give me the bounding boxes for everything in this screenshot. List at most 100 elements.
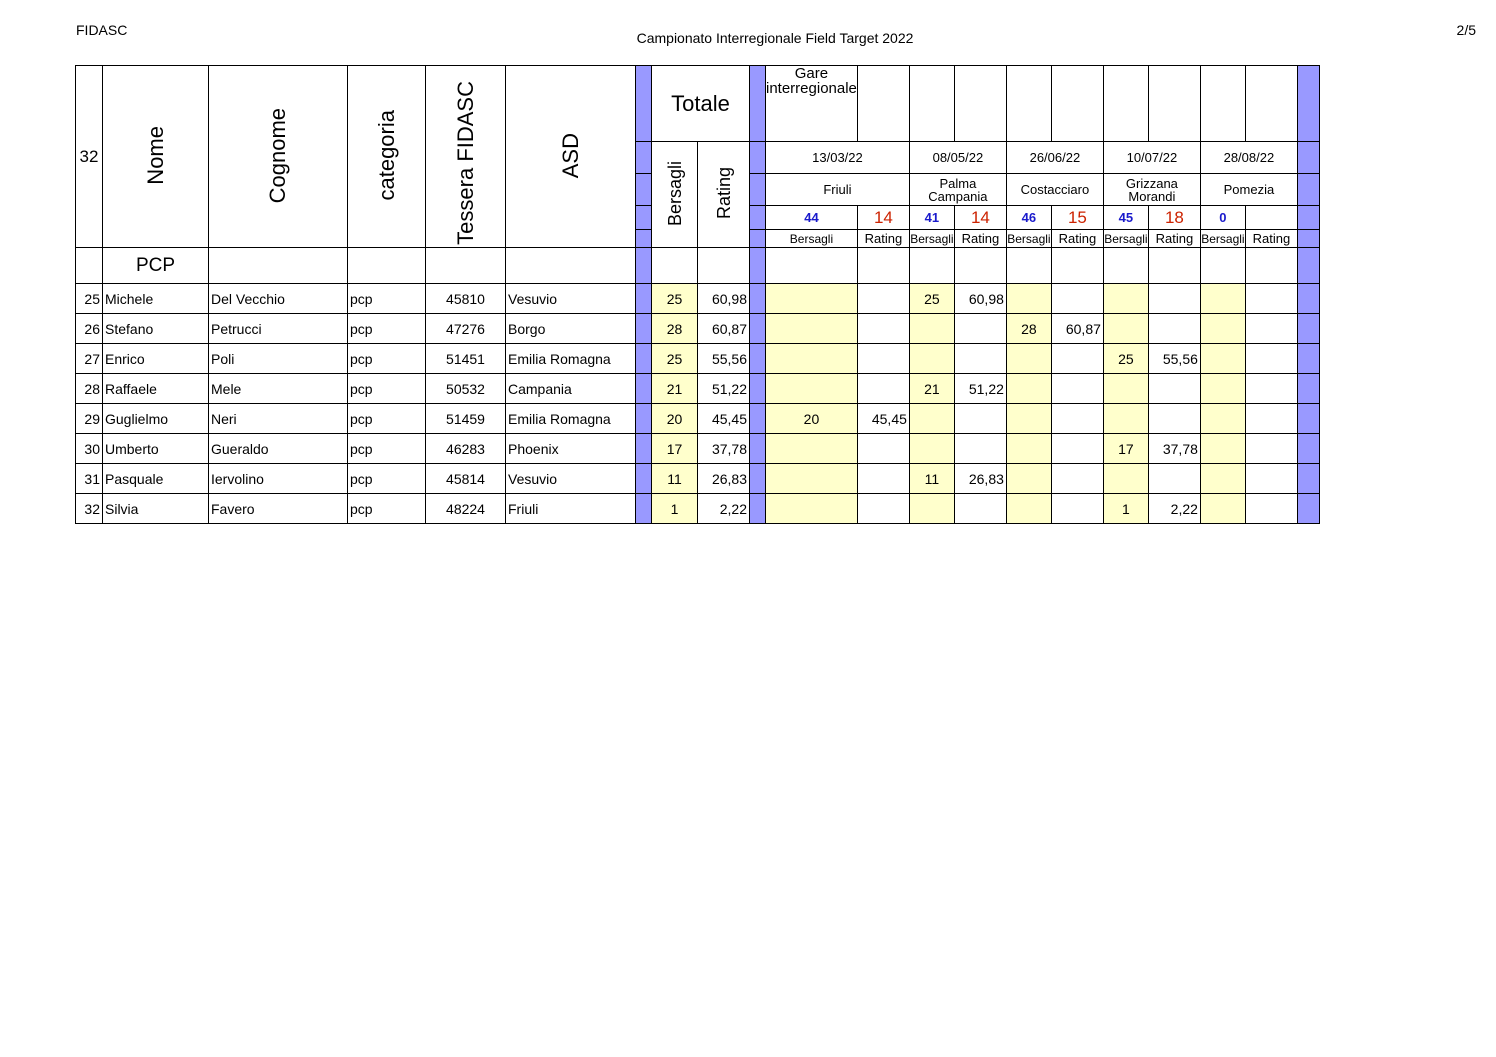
row-nome: Silvia <box>102 493 209 524</box>
row-asd: Campania <box>505 373 636 404</box>
row-categoria: pcp <box>347 373 426 404</box>
row-event-rating: 55,56 <box>1147 343 1201 374</box>
blue-separator <box>635 493 652 524</box>
row-position: 29 <box>75 403 103 434</box>
row-event-rating <box>856 373 910 404</box>
row-total-bersagli: 28 <box>651 313 698 344</box>
empty-cell <box>1102 65 1149 142</box>
empty-cell <box>765 247 858 284</box>
row-event-bersagli <box>908 343 955 374</box>
empty-cell <box>425 247 506 284</box>
row-event-rating <box>1147 463 1201 494</box>
row-categoria: pcp <box>347 463 426 494</box>
empty-cell <box>1147 247 1201 284</box>
row-event-bersagli <box>765 283 858 314</box>
row-event-rating <box>1050 433 1104 464</box>
row-event-bersagli <box>1102 403 1149 434</box>
row-tessera: 50532 <box>425 373 506 404</box>
blue-separator <box>635 313 652 344</box>
col-header-cognome-label: Cognome <box>265 107 290 204</box>
row-total-rating: 60,87 <box>697 313 750 344</box>
event-place: Pomezia <box>1199 173 1298 206</box>
row-event-bersagli: 1 <box>1102 493 1149 524</box>
row-event-rating <box>856 343 910 374</box>
totale-rating-label: Rating <box>713 167 734 220</box>
blue-separator <box>1296 247 1320 284</box>
blue-separator <box>749 65 766 142</box>
empty-cell <box>908 247 955 284</box>
row-event-bersagli <box>1199 283 1246 314</box>
blue-separator <box>749 229 766 248</box>
row-cognome: Petrucci <box>208 313 348 344</box>
sub-rating: Rating <box>1244 229 1298 248</box>
row-asd: Friuli <box>505 493 636 524</box>
blue-separator <box>1296 403 1320 434</box>
empty-cell <box>1005 247 1052 284</box>
empty-cell <box>1050 247 1104 284</box>
row-event-bersagli <box>908 433 955 464</box>
blue-separator <box>749 403 766 434</box>
blue-separator <box>749 343 766 374</box>
event-rating: 14 <box>856 205 910 230</box>
blue-separator <box>635 283 652 314</box>
row-nome: Michele <box>102 283 209 314</box>
row-event-rating <box>1244 373 1298 404</box>
row-total-rating: 51,22 <box>697 373 750 404</box>
row-event-rating <box>1244 313 1298 344</box>
row-position: 26 <box>75 313 103 344</box>
blue-separator <box>1296 493 1320 524</box>
blue-separator <box>749 247 766 284</box>
ranking-table: 32 Nome Cognome categoria Tessera FIDASC… <box>75 65 1320 524</box>
event-place: Grizzana Morandi <box>1102 173 1201 206</box>
row-event-rating <box>1050 283 1104 314</box>
blue-separator <box>749 173 766 206</box>
sub-rating: Rating <box>1147 229 1201 248</box>
row-total-bersagli: 25 <box>651 283 698 314</box>
row-event-bersagli <box>765 433 858 464</box>
row-tessera: 45814 <box>425 463 506 494</box>
row-event-bersagli <box>1102 373 1149 404</box>
row-event-bersagli <box>1199 403 1246 434</box>
row-event-bersagli: 17 <box>1102 433 1149 464</box>
row-asd: Vesuvio <box>505 283 636 314</box>
blue-separator <box>749 493 766 524</box>
row-position: 27 <box>75 343 103 374</box>
row-event-bersagli <box>765 493 858 524</box>
row-asd: Emilia Romagna <box>505 343 636 374</box>
row-event-bersagli <box>1005 283 1052 314</box>
row-cognome: Mele <box>208 373 348 404</box>
table-row: 30 Umberto Gueraldo pcp 46283 Phoenix 17… <box>75 433 1320 464</box>
row-event-bersagli: 20 <box>765 403 858 434</box>
blue-separator <box>635 403 652 434</box>
row-cognome: Del Vecchio <box>208 283 348 314</box>
row-cognome: Neri <box>208 403 348 434</box>
event-date: 26/06/22 <box>1005 141 1104 174</box>
row-event-bersagli <box>1102 313 1149 344</box>
row-event-rating <box>1050 463 1104 494</box>
row-event-rating <box>1244 283 1298 314</box>
row-total-bersagli: 25 <box>651 343 698 374</box>
row-event-rating: 26,83 <box>953 463 1007 494</box>
table-row: 31 Pasquale Iervolino pcp 45814 Vesuvio … <box>75 463 1320 494</box>
event-place: Palma Campania <box>908 173 1007 206</box>
empty-cell <box>856 247 910 284</box>
row-tessera: 48224 <box>425 493 506 524</box>
event-rating: 14 <box>953 205 1007 230</box>
event-rating: 15 <box>1050 205 1104 230</box>
row-event-rating <box>953 403 1007 434</box>
row-asd: Phoenix <box>505 433 636 464</box>
row-event-bersagli: 11 <box>908 463 955 494</box>
row-event-rating: 60,98 <box>953 283 1007 314</box>
row-position: 30 <box>75 433 103 464</box>
row-position: 32 <box>75 493 103 524</box>
table-row: 28 Raffaele Mele pcp 50532 Campania 21 5… <box>75 373 1320 404</box>
row-tessera: 51459 <box>425 403 506 434</box>
empty-cell <box>208 247 348 284</box>
row-nome: Stefano <box>102 313 209 344</box>
row-total-rating: 26,83 <box>697 463 750 494</box>
row-total-bersagli: 20 <box>651 403 698 434</box>
blue-separator <box>749 463 766 494</box>
blue-separator <box>635 247 652 284</box>
row-categoria: pcp <box>347 343 426 374</box>
row-event-rating: 45,45 <box>856 403 910 434</box>
